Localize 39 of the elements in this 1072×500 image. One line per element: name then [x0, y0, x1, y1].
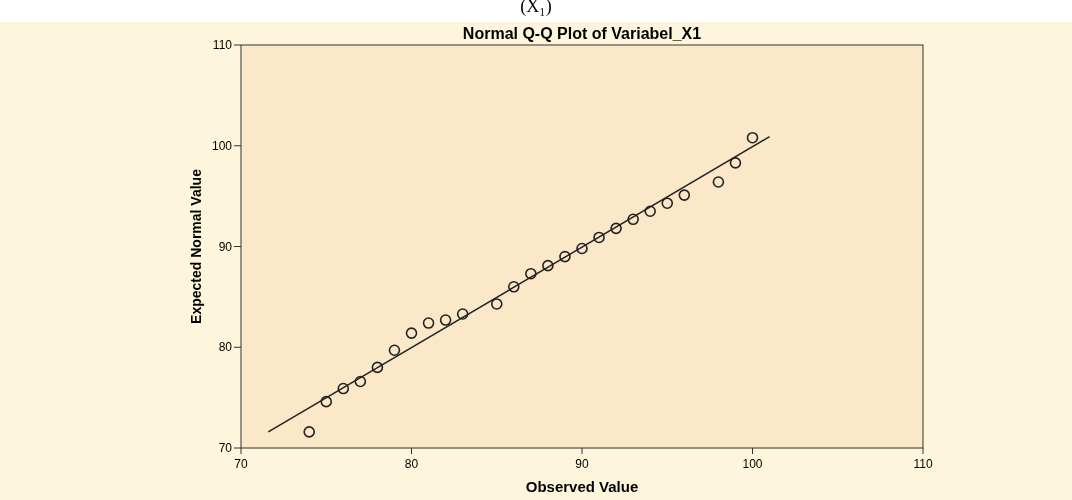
x-axis-title: Observed Value [525, 478, 639, 495]
point [593, 231, 605, 244]
point [405, 327, 418, 339]
point [354, 375, 367, 388]
point [456, 308, 469, 320]
point [661, 197, 674, 209]
point [610, 222, 622, 235]
point [337, 382, 350, 395]
point [320, 395, 333, 408]
point [559, 250, 571, 263]
y-tick-label: 80 [218, 340, 233, 355]
y-tick-label: 110 [212, 38, 233, 53]
y-tick-label: 100 [211, 138, 233, 153]
point [388, 344, 401, 357]
point [525, 267, 537, 280]
chart-title: Normal Q-Q Plot of Variabel_X1 [462, 25, 702, 42]
x-tick-label: 90 [575, 457, 589, 471]
point [729, 157, 742, 169]
point [490, 298, 503, 310]
point [576, 242, 588, 255]
point [508, 281, 520, 293]
point [371, 361, 384, 374]
y-tick-label: 70 [218, 441, 233, 456]
x-tick-label: 100 [742, 457, 763, 471]
point [746, 131, 759, 144]
x-tick-label: 80 [404, 457, 419, 471]
point [644, 205, 656, 218]
point [422, 317, 435, 329]
text: (X₁) [520, 0, 552, 17]
point [627, 213, 639, 226]
point [712, 176, 725, 188]
x-tick-label: 70 [234, 457, 248, 471]
y-tick-label: 90 [218, 239, 233, 254]
point [303, 426, 315, 438]
point [542, 259, 554, 272]
x-tick-label: 110 [913, 457, 933, 471]
point [439, 314, 452, 326]
y-axis-title: Expected Normal Value [188, 168, 204, 324]
point [678, 189, 691, 201]
